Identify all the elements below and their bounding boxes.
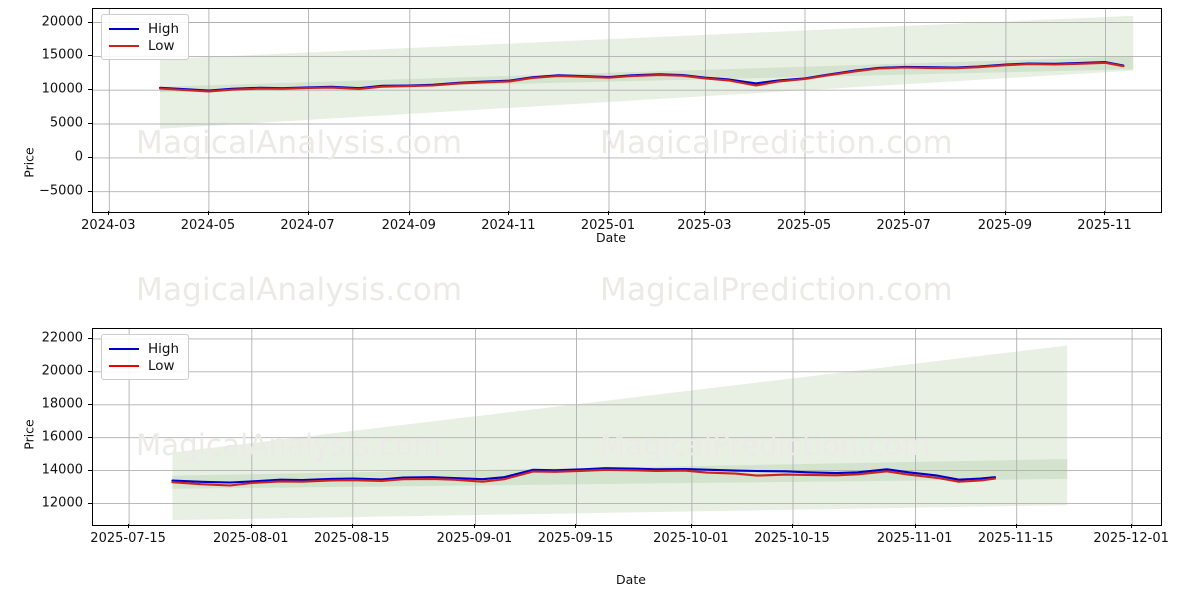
x-tick-label: 2024-05	[180, 218, 236, 233]
legend-label-high-bottom: High	[148, 340, 180, 357]
legend-row-high: High	[109, 20, 179, 37]
y-tick-label: 20000	[41, 14, 83, 30]
y-tick-mark	[88, 156, 92, 158]
x-tick-mark	[474, 524, 476, 528]
watermark-prediction-bottom: MagicalPrediction.com	[600, 428, 931, 462]
watermark-analysis-bottom: MagicalAnalysis.com	[136, 428, 442, 462]
y-tick-mark	[88, 190, 92, 192]
watermark-analysis-top: MagicalAnalysis.com	[136, 125, 463, 161]
bottom-chart-panel: Price 12000 14000 16000 18000 20000 22000 2025…	[0, 322, 1200, 600]
legend-line-high-bottom	[109, 347, 139, 350]
y-tick-mark	[88, 55, 92, 57]
y-tick-mark	[88, 502, 92, 504]
x-tick-label: 2025-10-01	[653, 531, 729, 546]
x-tick-mark	[608, 211, 610, 215]
y-tick-mark	[88, 123, 92, 125]
top-plot-area	[92, 8, 1162, 213]
x-tick-mark	[914, 524, 916, 528]
x-tick-mark	[351, 524, 353, 528]
x-tick-mark	[1131, 524, 1133, 528]
y-tick-label: 0	[74, 149, 83, 165]
y-tick-mark	[88, 21, 92, 23]
x-tick-label: 2025-12-01	[1093, 531, 1169, 546]
x-tick-label: 2025-07-15	[90, 531, 166, 546]
x-tick-mark	[690, 524, 692, 528]
x-tick-mark	[903, 211, 905, 215]
legend-line-low	[109, 44, 139, 47]
legend-row-low: Low	[109, 37, 179, 54]
x-tick-label: 2025-10-15	[754, 531, 830, 546]
y-tick-mark	[88, 436, 92, 438]
x-tick-label: 2024-03	[81, 218, 136, 233]
legend-label-high: High	[148, 20, 180, 37]
x-tick-label: 2025-05	[776, 218, 832, 233]
watermark-analysis-top2: MagicalAnalysis.com	[136, 272, 463, 308]
x-tick-mark	[791, 524, 793, 528]
y-tick-label: 10000	[41, 81, 83, 97]
x-tick-label: 2025-07	[876, 218, 931, 233]
y-tick-label: 12000	[41, 495, 83, 511]
y-tick-label: 5000	[49, 115, 83, 131]
x-tick-mark	[508, 211, 510, 215]
y-tick-mark	[88, 469, 92, 471]
top-x-axis-label: Date	[596, 230, 626, 245]
x-tick-label: 2025-11	[1077, 218, 1132, 233]
y-tick-label: 18000	[41, 396, 83, 412]
top-legend: High Low	[101, 14, 190, 60]
y-tick-label: 15000	[41, 47, 83, 63]
watermark-prediction-top: MagicalPrediction.com	[600, 125, 953, 161]
legend-label-low: Low	[148, 37, 175, 54]
bottom-chart-svg	[93, 329, 1161, 525]
x-tick-label: 2025-11-01	[876, 531, 953, 546]
y-tick-mark	[88, 403, 92, 405]
y-tick-mark	[88, 89, 92, 91]
bottom-x-axis-label: Date	[616, 572, 646, 587]
x-tick-label: 2024-07	[280, 218, 335, 233]
x-tick-mark	[575, 524, 577, 528]
x-tick-mark	[108, 211, 110, 215]
legend-row-high-bottom: High	[109, 340, 179, 357]
x-tick-label: 2024-11	[481, 218, 536, 233]
x-tick-mark	[128, 524, 130, 528]
legend-line-high	[109, 27, 139, 30]
top-chart-svg	[93, 9, 1161, 212]
legend-label-low-bottom: Low	[148, 357, 175, 374]
x-tick-label: 2025-09	[977, 218, 1033, 233]
x-tick-label: 2025-09-15	[537, 531, 614, 546]
y-tick-mark	[88, 370, 92, 372]
x-tick-mark	[804, 211, 805, 215]
x-tick-label: 2025-08-15	[314, 531, 390, 546]
x-tick-mark	[1015, 524, 1017, 528]
y-tick-label: 20000	[41, 363, 83, 379]
y-tick-label: 14000	[41, 462, 83, 478]
x-tick-label: 2025-01	[580, 218, 636, 233]
y-tick-mark	[88, 337, 92, 339]
legend-line-low-bottom	[109, 364, 139, 367]
x-tick-label: 2025-08-01	[212, 531, 289, 546]
x-tick-label: 2024-09	[381, 218, 436, 233]
x-tick-mark	[408, 211, 410, 215]
x-tick-mark	[250, 524, 252, 528]
bottom-plot-area	[92, 328, 1162, 526]
x-tick-label: 2025-03	[677, 218, 732, 233]
x-tick-mark	[207, 211, 209, 215]
y-tick-label: 16000	[41, 429, 83, 445]
watermark-prediction-top2: MagicalPrediction.com	[600, 272, 953, 308]
x-tick-mark	[307, 211, 309, 215]
x-tick-label: 2025-11-15	[977, 531, 1054, 546]
bottom-legend: High Low	[101, 334, 190, 380]
x-tick-mark	[704, 211, 706, 215]
y-tick-label: 22000	[41, 330, 83, 346]
x-tick-mark	[1104, 211, 1106, 215]
y-tick-label: −5000	[39, 183, 83, 199]
x-tick-mark	[1004, 211, 1006, 215]
top-chart-panel: Price −5000 0 5000 10000 15000 20000 2024-03 20…	[0, 0, 1200, 250]
x-tick-label: 2025-09-01	[436, 531, 513, 546]
legend-row-low-bottom: Low	[109, 357, 179, 374]
